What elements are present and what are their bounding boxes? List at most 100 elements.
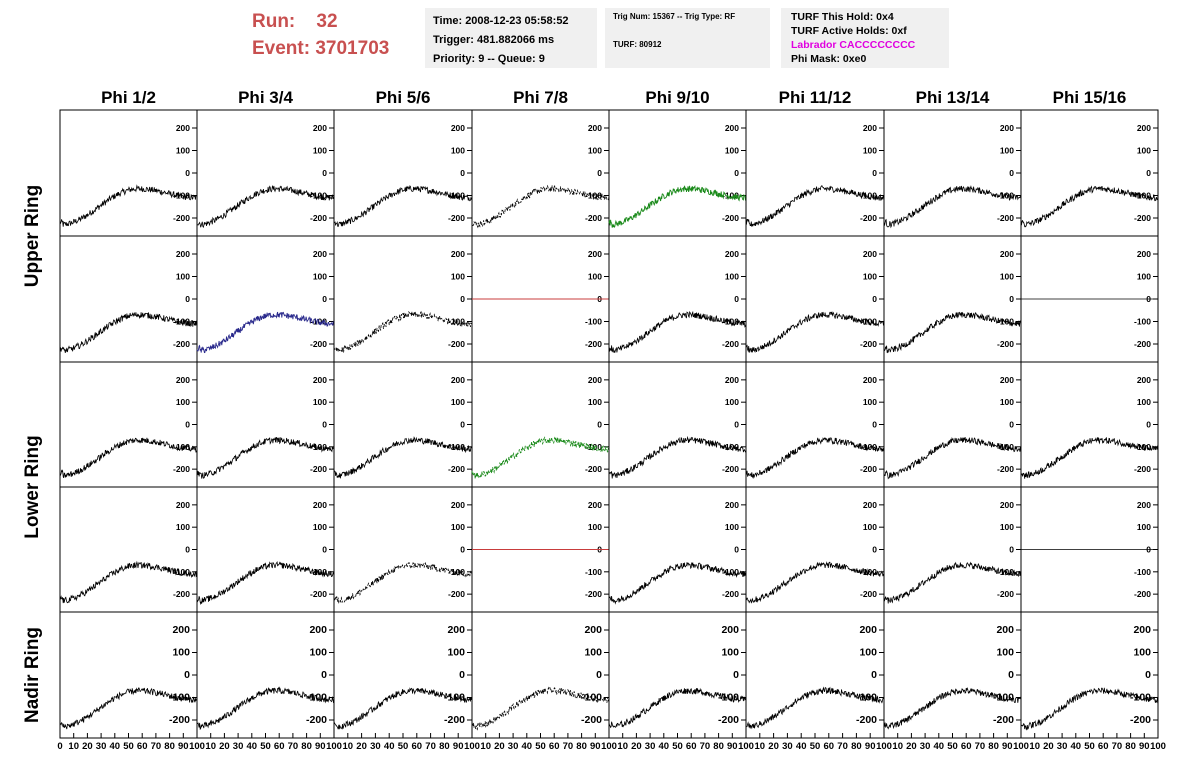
- y-tick-label: 200: [1137, 500, 1151, 510]
- y-tick-label: 0: [596, 669, 602, 681]
- x-tick-label: 70: [425, 741, 436, 752]
- y-tick-label: -200: [856, 714, 877, 726]
- labrador-text: Labrador CACCCCCCCC: [791, 39, 916, 51]
- waveform-trace: [196, 185, 335, 229]
- y-tick-label: 100: [996, 647, 1014, 659]
- x-tick-label: 40: [659, 741, 670, 752]
- y-tick-label: -200: [722, 339, 739, 349]
- y-tick-label: -100: [585, 442, 602, 452]
- y-tick-label: -200: [310, 589, 327, 599]
- y-tick-label: 200: [309, 624, 327, 636]
- y-tick-label: 100: [447, 647, 465, 659]
- x-tick-label: 40: [522, 741, 533, 752]
- waveform-panel: [196, 235, 335, 363]
- y-tick-label: 0: [1146, 168, 1151, 178]
- y-tick-label: -200: [722, 213, 739, 223]
- y-tick-label: 100: [863, 146, 877, 156]
- y-tick-label: 100: [1137, 272, 1151, 282]
- y-tick-label: -200: [585, 589, 602, 599]
- x-tick-label: 80: [576, 741, 587, 752]
- y-tick-label: -100: [1134, 317, 1151, 327]
- y-tick-label: 100: [584, 647, 602, 659]
- waveform-panel: [1020, 109, 1159, 237]
- y-tick-label: 100: [176, 397, 190, 407]
- x-tick-label: 60: [549, 741, 560, 752]
- y-tick-label: 200: [313, 123, 327, 133]
- y-tick-label: -200: [1130, 714, 1151, 726]
- x-tick-label: 0: [57, 741, 62, 752]
- waveform-trace: [608, 562, 747, 605]
- x-tick-label: 50: [810, 741, 821, 752]
- waveform-panel: [196, 109, 335, 237]
- y-tick-label: 200: [721, 624, 739, 636]
- y-tick-label: 200: [1000, 500, 1014, 510]
- turf-hold-text: TURF This Hold: 0x4: [791, 11, 894, 23]
- y-tick-label: 200: [1137, 375, 1151, 385]
- y-tick-label: 200: [725, 249, 739, 259]
- waveform-trace: [745, 311, 885, 354]
- y-tick-label: -200: [997, 213, 1014, 223]
- waveform-trace: [745, 436, 885, 479]
- y-tick-label: -200: [448, 464, 465, 474]
- y-tick-label: -200: [722, 589, 739, 599]
- waveform-trace: [1020, 687, 1159, 731]
- x-tick-label: 60: [274, 741, 285, 752]
- y-tick-label: -200: [585, 464, 602, 474]
- y-tick-label: 0: [1145, 669, 1151, 681]
- y-tick-label: -200: [860, 213, 877, 223]
- y-tick-label: 0: [1009, 294, 1014, 304]
- y-tick-label: -100: [860, 442, 877, 452]
- waveform-panel: [59, 109, 198, 237]
- waveform-trace: [745, 686, 885, 730]
- y-tick-label: -200: [173, 339, 190, 349]
- y-tick-label: 100: [1000, 146, 1014, 156]
- waveform-panel: [471, 109, 610, 237]
- y-tick-label: 100: [725, 146, 739, 156]
- x-tick-label: 80: [301, 741, 312, 752]
- phi-mask-text: Phi Mask: 0xe0: [791, 53, 867, 65]
- waveform-panel: [745, 611, 885, 739]
- waveform-panel: [883, 235, 1022, 363]
- y-tick-label: -200: [310, 339, 327, 349]
- y-tick-label: -200: [585, 339, 602, 349]
- y-tick-label: 200: [588, 123, 602, 133]
- y-tick-label: 100: [1137, 146, 1151, 156]
- y-tick-label: 200: [863, 249, 877, 259]
- x-tick-label: 50: [123, 741, 134, 752]
- x-tick-label: 50: [672, 741, 683, 752]
- waveform-trace: [608, 310, 747, 353]
- y-tick-label: 200: [1133, 624, 1151, 636]
- x-tick-label: 40: [1071, 741, 1082, 752]
- x-tick-label: 10: [617, 741, 628, 752]
- waveform-trace: [59, 312, 198, 353]
- y-tick-label: 0: [321, 669, 327, 681]
- y-tick-label: 200: [725, 500, 739, 510]
- y-tick-label: 200: [859, 624, 877, 636]
- y-tick-label: 100: [313, 146, 327, 156]
- waveform-panel: [745, 486, 885, 613]
- x-tick-label: 100: [738, 741, 754, 752]
- y-tick-label: 200: [313, 249, 327, 259]
- y-tick-label: 200: [1000, 375, 1014, 385]
- column-title: Phi 5/6: [376, 88, 431, 107]
- x-tick-label: 10: [205, 741, 216, 752]
- y-tick-label: 200: [176, 123, 190, 133]
- y-tick-label: 0: [185, 545, 190, 555]
- waveform-panel: [196, 486, 335, 613]
- y-tick-label: -200: [997, 339, 1014, 349]
- y-tick-label: 0: [460, 420, 465, 430]
- y-tick-label: 0: [459, 669, 465, 681]
- priority-text: Priority: 9 -- Queue: 9: [433, 53, 545, 65]
- waveform-trace: [196, 437, 335, 479]
- turf-active-text: TURF Active Holds: 0xf: [791, 25, 907, 37]
- x-tick-label: 50: [1084, 741, 1095, 752]
- y-tick-label: 200: [1137, 123, 1151, 133]
- y-tick-label: 200: [863, 500, 877, 510]
- y-tick-label: 100: [451, 522, 465, 532]
- y-tick-label: 100: [176, 146, 190, 156]
- y-tick-label: 100: [725, 522, 739, 532]
- y-tick-label: 0: [734, 545, 739, 555]
- y-tick-label: -100: [722, 442, 739, 452]
- y-tick-label: 200: [725, 123, 739, 133]
